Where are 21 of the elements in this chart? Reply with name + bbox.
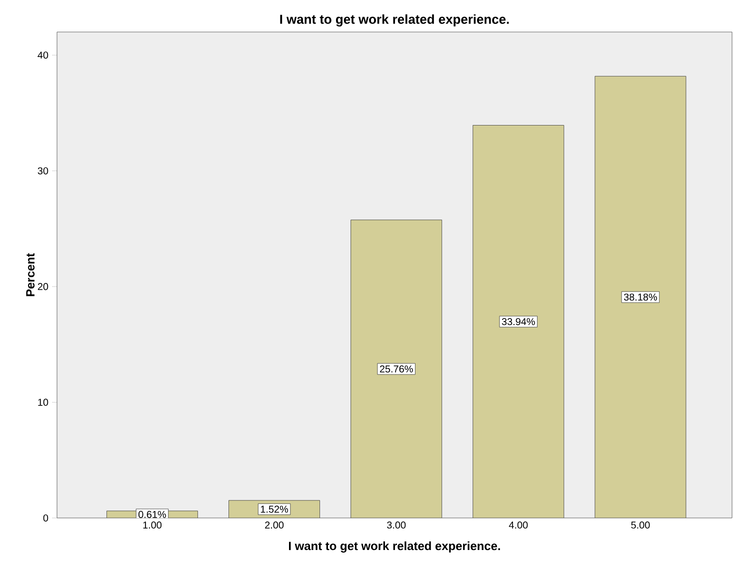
- x-tick-label: 3.00: [387, 522, 406, 529]
- y-tick-label: 30: [38, 167, 48, 174]
- bar: [472, 125, 564, 518]
- y-tick-label: 40: [38, 52, 48, 59]
- x-tick-label: 4.00: [508, 522, 528, 529]
- data-label: 25.76%: [380, 365, 413, 372]
- x-axis-title: I want to get work related experience.: [289, 541, 500, 553]
- data-label: 33.94%: [502, 318, 535, 326]
- bar: [594, 76, 686, 518]
- y-tick-label: 20: [38, 283, 48, 290]
- y-tick-label: 0: [43, 514, 48, 522]
- data-label: 1.52%: [260, 506, 288, 513]
- data-label: 0.61%: [138, 510, 166, 518]
- y-tick-label: 10: [38, 398, 48, 406]
- y-axis-title: Percent: [26, 253, 35, 296]
- x-tick-label: 1.00: [143, 522, 162, 529]
- x-tick-label: 5.00: [631, 522, 650, 529]
- bar: [350, 220, 442, 518]
- chart-title: I want to get work related experience.: [280, 14, 509, 26]
- data-label: 38.18%: [624, 294, 658, 301]
- x-tick-label: 2.00: [265, 522, 284, 529]
